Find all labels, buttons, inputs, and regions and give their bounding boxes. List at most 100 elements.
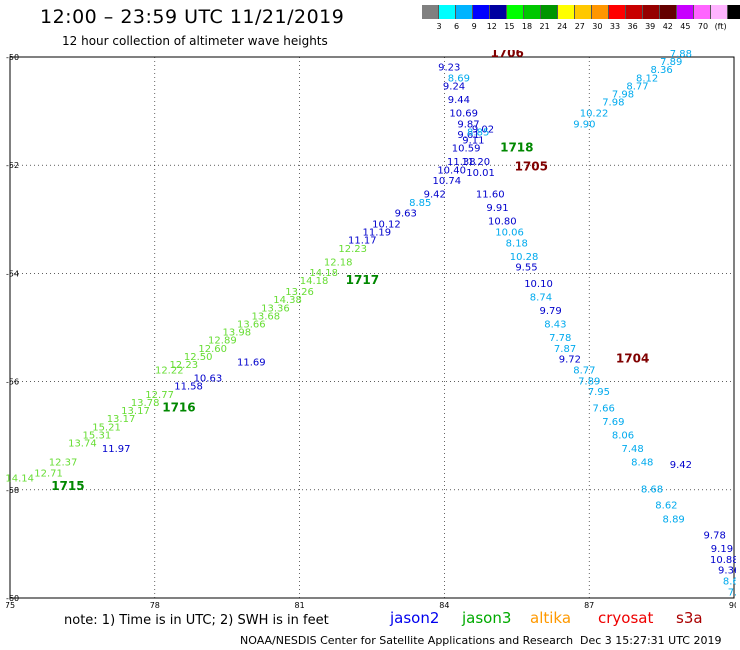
wave-height-label: 8.77 bbox=[573, 365, 595, 376]
mission-legend-cryosat: cryosat bbox=[598, 609, 654, 627]
wave-height-label: 8.48 bbox=[631, 457, 653, 468]
footer-credit: NOAA/NESDIS Center for Satellite Applica… bbox=[240, 634, 574, 647]
wave-height-label: 11.20 bbox=[461, 157, 490, 168]
wave-height-label: 8.74 bbox=[530, 292, 552, 303]
legend-swatch bbox=[660, 5, 677, 19]
wave-height-label: 8.12 bbox=[636, 73, 658, 84]
wave-height-label: 8.89 bbox=[663, 514, 685, 525]
legend-tick: 6 bbox=[454, 22, 460, 31]
wave-height-label: 10.74 bbox=[432, 176, 461, 187]
legend-tick: (ft) bbox=[714, 22, 727, 31]
legend-tick: 33 bbox=[609, 22, 621, 31]
color-legend bbox=[422, 5, 740, 19]
legend-swatch bbox=[609, 5, 626, 19]
wave-height-label: 9.44 bbox=[448, 95, 470, 106]
wave-height-label: 13.68 bbox=[251, 311, 280, 322]
wave-height-label: 7.66 bbox=[593, 403, 615, 414]
legend-swatch bbox=[677, 5, 694, 19]
wave-height-label: 7.30 bbox=[728, 587, 736, 598]
wave-height-label: 13.66 bbox=[237, 320, 266, 331]
wave-height-label: 9.78 bbox=[704, 530, 726, 541]
y-tick-label: -60 bbox=[6, 594, 19, 603]
wave-height-label: 12.77 bbox=[145, 390, 174, 401]
wave-height-label: 10.12 bbox=[372, 219, 401, 230]
x-tick-label: 75 bbox=[6, 601, 15, 610]
legend-tick: 12 bbox=[486, 22, 497, 31]
wave-height-label: 10.63 bbox=[194, 374, 223, 385]
wave-height-label: 13.74 bbox=[68, 439, 97, 450]
wave-height-label: 8.62 bbox=[655, 501, 677, 512]
y-tick-label: -50 bbox=[6, 53, 19, 62]
pass-time-label: 1705 bbox=[515, 160, 548, 174]
wave-height-label: 7.87 bbox=[554, 344, 576, 355]
wave-height-label: 8.85 bbox=[467, 127, 489, 138]
legend-swatch bbox=[558, 5, 575, 19]
legend-swatch bbox=[694, 5, 711, 19]
wave-height-label: 12.23 bbox=[338, 244, 367, 255]
x-tick-label: 84 bbox=[439, 601, 449, 610]
wave-height-label: 10.10 bbox=[524, 279, 553, 290]
wave-height-label: 9.24 bbox=[443, 81, 465, 92]
wave-height-label: 7.95 bbox=[588, 387, 610, 398]
wave-height-label: 8.77 bbox=[626, 81, 648, 92]
wave-height-label: 9.61 bbox=[457, 130, 479, 141]
legend-swatch bbox=[422, 5, 439, 19]
pass-time-label: 1706 bbox=[490, 50, 523, 60]
x-tick-label: 90 bbox=[729, 601, 736, 610]
wave-height-label: 8.43 bbox=[544, 320, 566, 331]
legend-swatch bbox=[439, 5, 456, 19]
wave-height-label: 10.40 bbox=[437, 165, 466, 176]
wave-height-label: 13.78 bbox=[131, 398, 160, 409]
wave-height-label: 7.78 bbox=[549, 333, 571, 344]
wave-height-label: 13.36 bbox=[261, 303, 290, 314]
wave-height-label: 12.18 bbox=[324, 257, 353, 268]
footer-note: note: 1) Time is in UTC; 2) SWH is in fe… bbox=[64, 613, 329, 628]
pass-time-label: 1717 bbox=[346, 273, 379, 287]
wave-height-label: 9.79 bbox=[539, 306, 561, 317]
wave-height-label: 13.98 bbox=[223, 328, 252, 339]
wave-height-label: 7.98 bbox=[602, 98, 624, 109]
wave-height-label: 12.23 bbox=[169, 360, 198, 371]
legend-tick: 18 bbox=[521, 22, 533, 31]
legend-tick: 15 bbox=[504, 22, 515, 31]
x-tick-label: 81 bbox=[295, 601, 305, 610]
legend-swatch bbox=[456, 5, 473, 19]
wave-height-label: 9.91 bbox=[486, 203, 508, 214]
pass-time-label: 1718 bbox=[500, 141, 533, 155]
wave-height-label: 8.85 bbox=[409, 198, 431, 209]
wave-height-label: 12.60 bbox=[198, 344, 227, 355]
wave-height-label: 11.58 bbox=[174, 382, 203, 393]
wave-height-label: 7.89 bbox=[660, 57, 682, 68]
wave-height-label: 15.21 bbox=[92, 422, 121, 433]
wave-height-label: 11.38 bbox=[447, 157, 476, 168]
wave-height-label: 7.69 bbox=[602, 417, 624, 428]
wave-height-label: 10.06 bbox=[495, 228, 524, 239]
color-legend-ticks: 3 6 9 12 15 18 21 24 27 30 33 36 39 42 45 70 (ft) bbox=[422, 22, 740, 34]
legend-swatch bbox=[643, 5, 660, 19]
legend-tick: 70 bbox=[697, 22, 709, 31]
x-tick-label: 78 bbox=[150, 601, 160, 610]
wave-height-label: 11.17 bbox=[348, 236, 377, 247]
wave-height-label: 13.17 bbox=[121, 406, 150, 417]
wave-height-label: 14.18 bbox=[300, 276, 329, 287]
wave-height-label: 7.88 bbox=[670, 50, 692, 60]
legend-swatch bbox=[541, 5, 558, 19]
legend-tick: 42 bbox=[662, 22, 673, 31]
wave-height-label: 9.87 bbox=[457, 119, 479, 130]
legend-tick: 21 bbox=[539, 22, 550, 31]
pass-time-label: 1715 bbox=[51, 479, 84, 493]
plot-frame bbox=[9, 56, 735, 599]
wave-height-label: 13.26 bbox=[285, 287, 314, 298]
legend-swatch bbox=[473, 5, 490, 19]
wave-height-label: 11.19 bbox=[363, 228, 392, 239]
legend-swatch bbox=[575, 5, 592, 19]
legend-tick: 9 bbox=[471, 22, 477, 31]
wave-height-label: 9.19 bbox=[711, 544, 733, 555]
legend-tick: 36 bbox=[627, 22, 638, 31]
wave-height-label: 11.69 bbox=[237, 357, 266, 368]
y-tick-label: -58 bbox=[6, 486, 19, 495]
wave-height-label: 12.22 bbox=[155, 365, 184, 376]
wave-height-label: 9.90 bbox=[573, 119, 595, 130]
wave-height-label: 10.59 bbox=[452, 144, 481, 155]
wave-height-label: 9.63 bbox=[395, 209, 417, 220]
